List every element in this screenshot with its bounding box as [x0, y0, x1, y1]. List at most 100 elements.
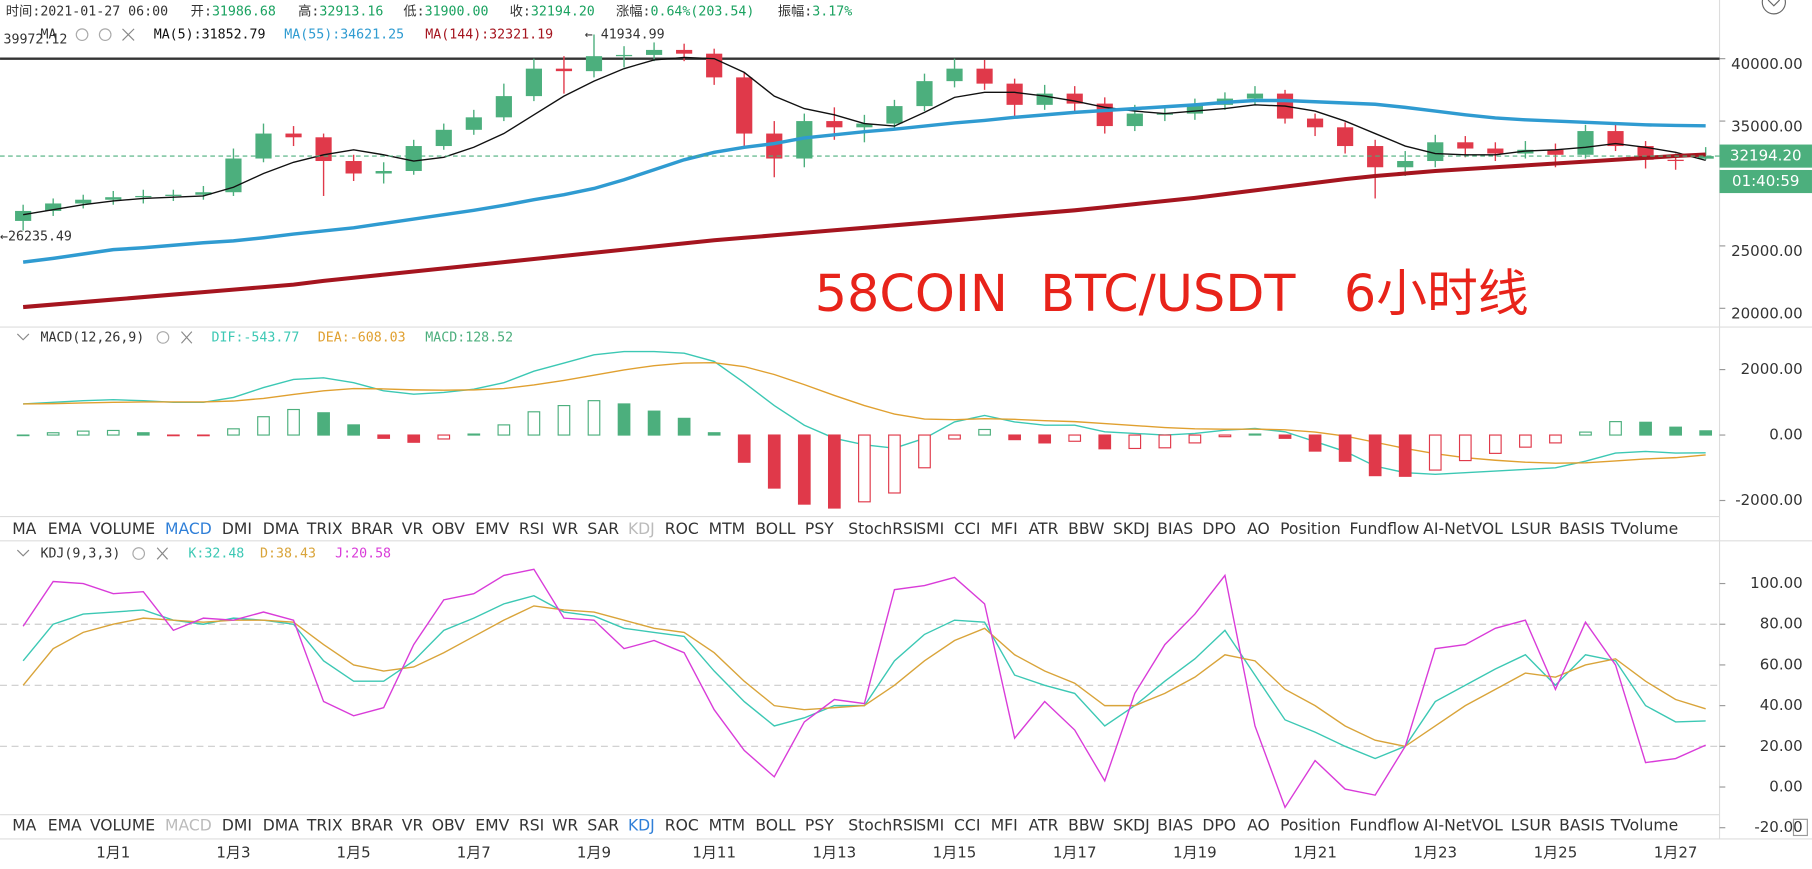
- indicator-tab[interactable]: BIAS: [1157, 520, 1193, 538]
- indicator-tab[interactable]: KDJ: [628, 520, 655, 538]
- candle-body: [1397, 161, 1414, 168]
- indicator-tab[interactable]: OBV: [432, 817, 465, 835]
- macd-bar: [888, 434, 901, 494]
- indicator-tab[interactable]: BIAS: [1157, 817, 1193, 835]
- indicator-tab[interactable]: Fundflow: [1349, 817, 1419, 835]
- indicator-tab[interactable]: StochRSI: [848, 817, 917, 835]
- indicator-tab[interactable]: RSI: [519, 520, 544, 538]
- indicator-tab[interactable]: AI-NetVOL: [1423, 817, 1503, 835]
- indicator-tab[interactable]: DPO: [1202, 520, 1236, 538]
- candle-body: [225, 158, 242, 193]
- indicator-tab[interactable]: MFI: [991, 520, 1018, 538]
- indicator-tab[interactable]: BBW: [1068, 520, 1104, 538]
- indicator-tab[interactable]: ATR: [1029, 817, 1059, 835]
- indicator-tab[interactable]: EMV: [475, 520, 509, 538]
- indicator-tab[interactable]: KDJ: [628, 817, 655, 835]
- settings-icon[interactable]: [156, 331, 170, 344]
- indicator-tab[interactable]: TRIX: [306, 817, 343, 835]
- y-tick-label: -20.00: [1754, 818, 1802, 836]
- indicator-tab[interactable]: MTM: [709, 817, 745, 835]
- high-label: ← 41934.99: [585, 28, 665, 43]
- indicator-tab[interactable]: LSUR: [1511, 817, 1552, 835]
- indicator-tab[interactable]: Position: [1280, 520, 1341, 538]
- indicator-tab[interactable]: ROC: [665, 817, 699, 835]
- indicator-tab[interactable]: ROC: [665, 520, 699, 538]
- indicator-tab[interactable]: DMI: [222, 817, 252, 835]
- indicator-tab[interactable]: MA: [12, 817, 36, 835]
- indicator-tab[interactable]: SAR: [587, 817, 619, 835]
- indicator-tab[interactable]: VOLUME: [90, 520, 155, 538]
- indicator-tab[interactable]: EMA: [48, 520, 82, 538]
- indicator-tab[interactable]: BRAR: [351, 520, 394, 538]
- collapse-button[interactable]: [1761, 0, 1786, 15]
- indicator-tab[interactable]: DMA: [263, 520, 299, 538]
- indicator-tab[interactable]: TVolume: [1610, 817, 1679, 835]
- indicator-tab[interactable]: BRAR: [351, 817, 394, 835]
- indicator-tab[interactable]: BBW: [1068, 817, 1104, 835]
- indicator-tab[interactable]: BASIS: [1559, 817, 1605, 835]
- close-icon[interactable]: [122, 28, 135, 41]
- indicator-tab[interactable]: WR: [552, 817, 578, 835]
- indicator-tab[interactable]: PSY: [805, 520, 834, 538]
- indicator-tab[interactable]: EMV: [475, 817, 509, 835]
- macd-bar: [1579, 431, 1592, 436]
- indicator-tab[interactable]: EMA: [48, 817, 82, 835]
- indicator-tab[interactable]: DPO: [1202, 817, 1236, 835]
- indicator-tab[interactable]: CCI: [954, 520, 980, 538]
- indicator-tab[interactable]: BOLL: [755, 520, 795, 538]
- macd-bar: [707, 432, 721, 436]
- candle-body: [886, 106, 903, 124]
- x-tick-label: 1月13: [813, 843, 857, 861]
- indicator-tab[interactable]: SMI: [916, 520, 944, 538]
- indicator-tab[interactable]: AO: [1247, 817, 1270, 835]
- indicator-tab[interactable]: DMA: [263, 817, 299, 835]
- scroll-button[interactable]: [1792, 818, 1808, 837]
- settings-icon[interactable]: [132, 547, 146, 560]
- close-icon[interactable]: [181, 331, 193, 344]
- panel-toggle[interactable]: [16, 333, 30, 341]
- indicator-tab[interactable]: TRIX: [306, 520, 343, 538]
- indicator-tab[interactable]: WR: [552, 520, 578, 538]
- indicator-tab[interactable]: VR: [402, 520, 424, 538]
- indicator-tab[interactable]: MTM: [709, 520, 745, 538]
- eye-icon[interactable]: [75, 28, 89, 42]
- macd-bar: [46, 432, 60, 436]
- indicator-tab[interactable]: StochRSI: [848, 520, 917, 538]
- macd-bar: [1428, 434, 1442, 471]
- macd-bar: [1699, 430, 1713, 436]
- candle-body: [135, 195, 152, 198]
- close-icon[interactable]: [156, 547, 169, 560]
- indicator-tab[interactable]: AI-NetVOL: [1423, 520, 1503, 538]
- indicator-tab[interactable]: VOLUME: [90, 817, 155, 835]
- legend-entry: K:32.48: [188, 547, 244, 562]
- indicator-tab[interactable]: SAR: [587, 520, 619, 538]
- indicator-tab[interactable]: PSY: [805, 817, 834, 835]
- indicator-tab[interactable]: Position: [1280, 817, 1341, 835]
- indicator-tab[interactable]: RSI: [519, 817, 544, 835]
- panel-toggle[interactable]: [16, 549, 30, 557]
- indicator-tab[interactable]: DMI: [222, 520, 252, 538]
- indicator-tab[interactable]: SKDJ: [1113, 520, 1150, 538]
- indicator-tab[interactable]: TVolume: [1610, 520, 1679, 538]
- indicator-tab[interactable]: BOLL: [755, 817, 795, 835]
- candle-body: [585, 56, 603, 72]
- last-price-box: [1719, 144, 1812, 168]
- indicator-tab[interactable]: LSUR: [1511, 520, 1552, 538]
- candle-body: [1457, 142, 1474, 149]
- indicator-tab[interactable]: ATR: [1029, 520, 1059, 538]
- indicator-tab[interactable]: MACD: [165, 520, 212, 538]
- indicator-tab[interactable]: SMI: [916, 817, 944, 835]
- indicator-tab[interactable]: MACD: [165, 817, 212, 835]
- indicator-tab[interactable]: AO: [1247, 520, 1270, 538]
- indicator-tab[interactable]: MFI: [991, 817, 1018, 835]
- indicator-tab[interactable]: MA: [12, 520, 36, 538]
- indicator-tab[interactable]: VR: [402, 817, 424, 835]
- settings-icon[interactable]: [98, 28, 112, 42]
- y-tick-label: 60.00: [1760, 655, 1803, 673]
- indicator-tab[interactable]: OBV: [432, 520, 465, 538]
- info-value: 3.17%: [812, 5, 852, 20]
- indicator-tab[interactable]: Fundflow: [1349, 520, 1419, 538]
- indicator-tab[interactable]: BASIS: [1559, 520, 1605, 538]
- indicator-tab[interactable]: SKDJ: [1113, 817, 1150, 835]
- indicator-tab[interactable]: CCI: [954, 817, 980, 835]
